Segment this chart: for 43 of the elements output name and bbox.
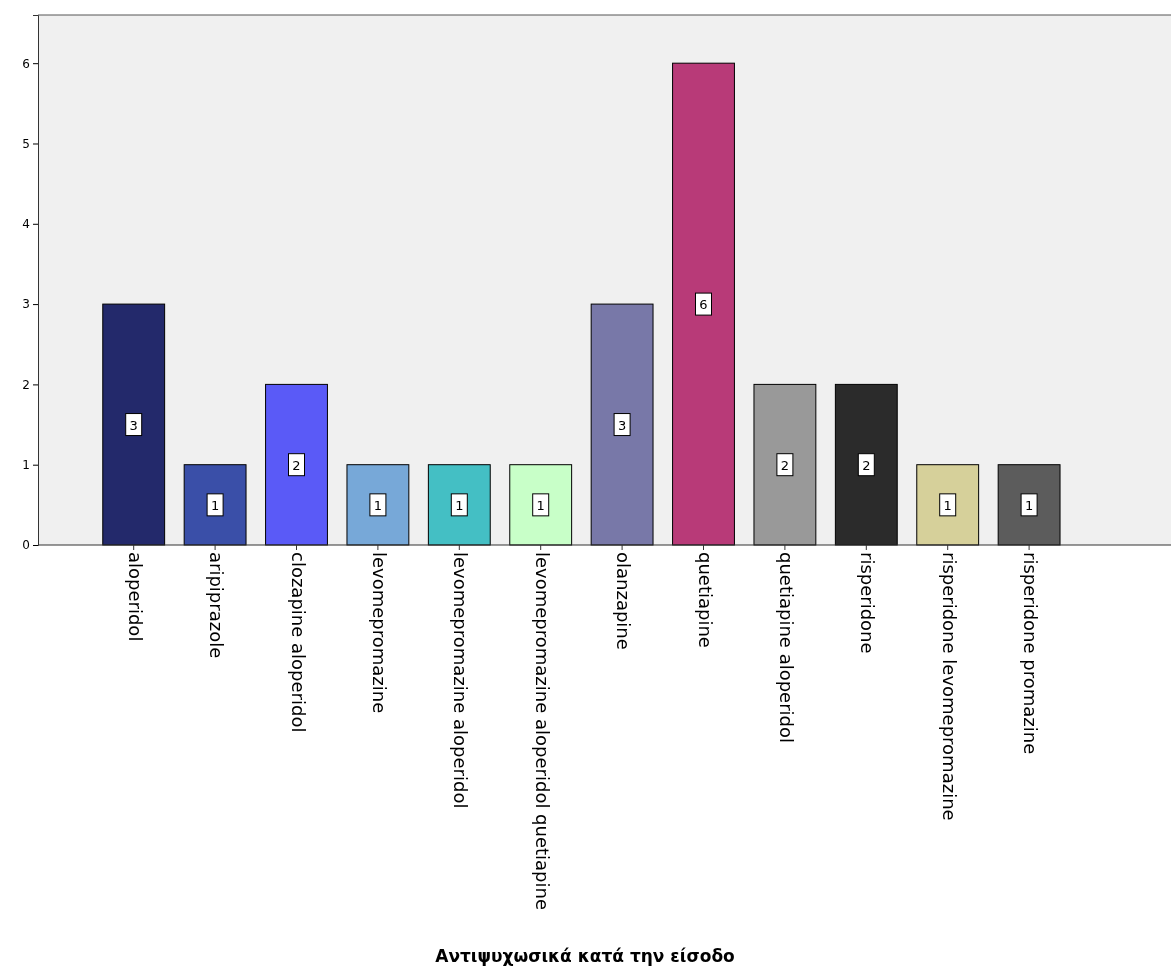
data-label: 6 <box>699 297 708 313</box>
data-label: 1 <box>536 497 545 513</box>
y-tick-label: 2 <box>22 377 30 392</box>
x-tick-label: aloperidol <box>124 552 146 642</box>
data-label: 1 <box>373 497 383 513</box>
bar <box>672 62 735 546</box>
bar <box>183 464 247 546</box>
x-tick-label: levomepromazine aloperidol <box>450 552 472 809</box>
data-label: 1 <box>455 497 464 513</box>
bar <box>753 383 817 546</box>
x-tick-label: risperidone levomepromazine <box>938 552 960 821</box>
x-tick-label: risperidone <box>857 552 879 654</box>
x-tick-label: levomepromazine <box>368 552 390 714</box>
x-tick-label: levomepromazine aloperidol quetiapine <box>531 552 553 911</box>
data-label: 2 <box>292 457 301 473</box>
x-tick-label: clozapine aloperidol <box>287 552 309 733</box>
y-tick-label: 4 <box>22 217 30 232</box>
bar <box>102 303 166 546</box>
data-label: 2 <box>780 457 790 473</box>
y-tick-label: 5 <box>22 136 30 151</box>
x-tick-label: risperidone promazine <box>1020 552 1042 755</box>
data-label: 3 <box>617 417 627 433</box>
bar <box>509 464 573 546</box>
y-tick-label: 1 <box>22 458 30 473</box>
bar <box>346 464 410 546</box>
bar <box>916 464 980 546</box>
data-label: 1 <box>210 497 220 513</box>
bar <box>997 464 1061 546</box>
x-tick-label: aripiprazole <box>206 552 228 659</box>
y-tick-label: 0 <box>22 538 30 553</box>
x-axis-title: Αντιψυχωσικά κατά την είσοδο <box>435 946 735 966</box>
data-label: 1 <box>943 497 952 513</box>
y-tick-label: 3 <box>22 297 30 312</box>
data-label: 1 <box>1024 497 1034 513</box>
data-label: 2 <box>862 457 871 473</box>
bar <box>265 383 328 546</box>
y-tick-label: 6 <box>22 56 30 71</box>
bar <box>427 464 491 546</box>
x-tick-label: quetiapine aloperidol <box>775 552 797 744</box>
data-label: 3 <box>129 417 138 433</box>
x-tick-label: quetiapine <box>694 552 716 648</box>
x-tick-label: olanzapine <box>613 552 635 650</box>
bar <box>590 303 654 546</box>
